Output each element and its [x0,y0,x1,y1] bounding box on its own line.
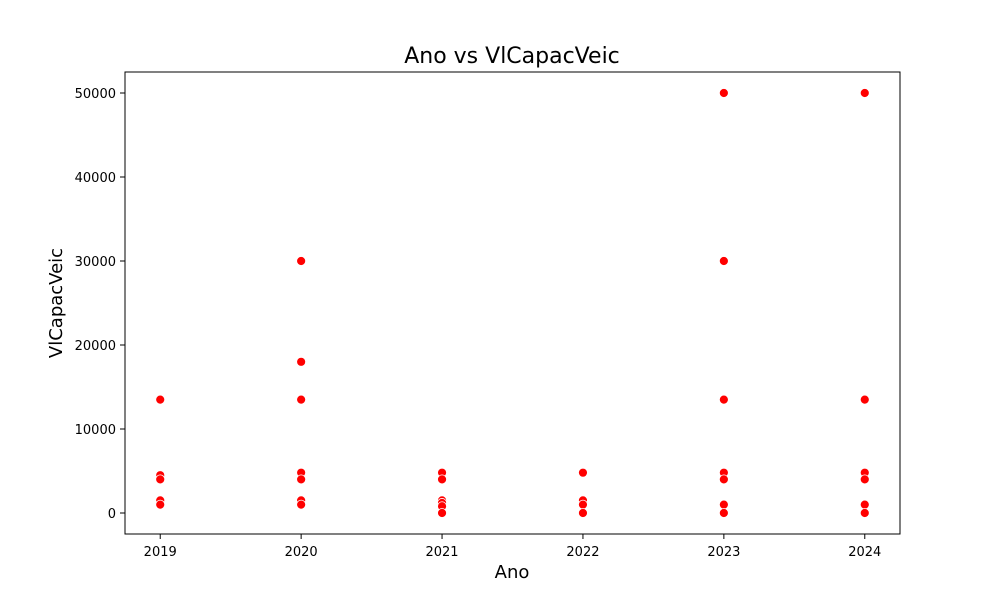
scatter-point [859,88,870,98]
scatter-point [437,508,447,518]
scatter-point [296,356,307,367]
x-tick-label: 2020 [285,545,318,560]
x-axis-label: Ano [495,562,530,583]
scatter-point [859,508,870,518]
scatter-point [859,499,870,510]
scatter-point [437,474,447,485]
x-axis: 2019 2020 2021 2022 2023 2024 [144,534,881,560]
scatter-point [578,499,588,510]
x-tick-label: 2019 [144,545,177,560]
points-layer [155,88,870,518]
x-tick-label: 2021 [425,545,458,560]
y-tick-label: 30000 [75,255,116,270]
scatter-point [296,256,307,266]
plot-frame [124,71,901,535]
scatter-point [718,256,729,266]
y-axis-label: VlCapacVeic [46,248,67,358]
y-tick-label: 10000 [75,423,116,438]
scatter-point [155,394,166,405]
scatter-point [578,467,588,478]
scatter-point [296,499,307,510]
scatter-point [718,394,729,405]
scatter-point [718,499,729,510]
scatter-point [859,394,870,405]
scatter-point [155,474,166,485]
scatter-point [718,88,729,98]
scatter-point [296,394,307,405]
y-tick-label: 40000 [75,171,116,186]
chart-title: Ano vs VlCapacVeic [404,44,620,69]
scatter-point [859,474,870,485]
y-tick-label: 20000 [75,339,116,354]
scatter-point [718,474,729,485]
scatter-point [155,499,166,510]
y-tick-label: 0 [108,507,116,522]
x-tick-label: 2024 [848,545,881,560]
scatter-point [578,508,588,518]
y-axis: 0 10000 20000 30000 40000 50000 [75,87,125,522]
scatter-point [296,474,307,485]
y-tick-label: 50000 [75,87,116,102]
scatter-point [718,508,729,518]
x-tick-label: 2023 [707,545,740,560]
x-tick-label: 2022 [566,545,599,560]
